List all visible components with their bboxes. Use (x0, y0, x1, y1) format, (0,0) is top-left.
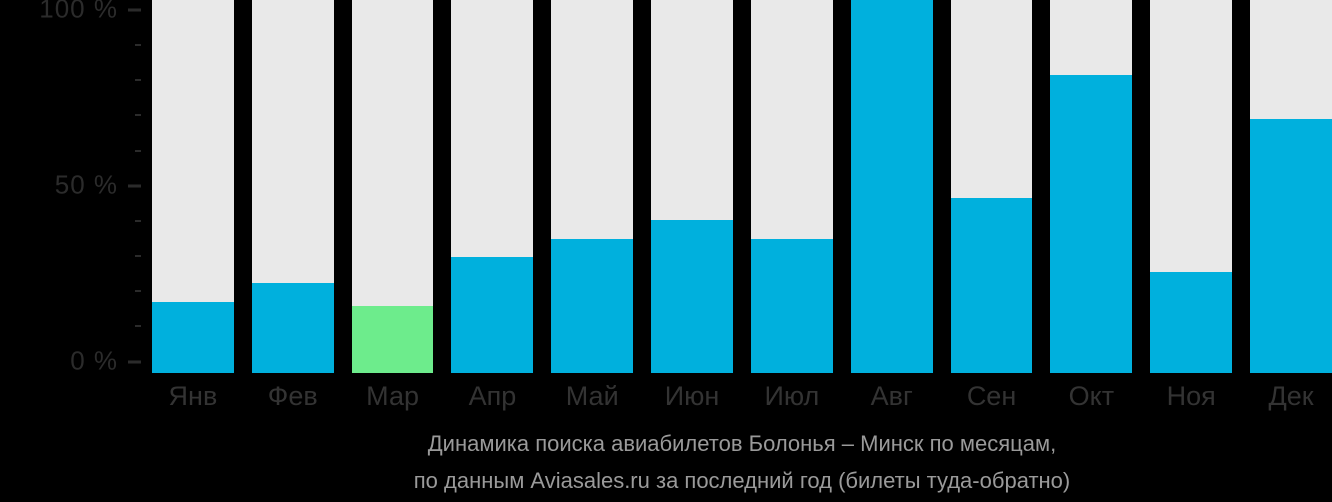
bar-apr[interactable] (451, 0, 534, 373)
bar-fill-apr (451, 257, 534, 373)
x-axis-label-may: Май (565, 381, 619, 411)
bar-feb[interactable] (251, 0, 334, 373)
bar-aug[interactable] (850, 0, 933, 373)
y-minor-tick-40 (135, 219, 141, 222)
y-minor-tick-10 (135, 325, 141, 328)
bar-fill-jan (152, 302, 234, 373)
bar-fill-jun (651, 220, 733, 373)
x-axis-label-dec: Дек (1268, 381, 1314, 411)
x-axis-label-feb: Фев (267, 381, 318, 411)
y-axis: 0 % 50 % 100 % (0, 0, 152, 375)
chart-subtitle: по данным Aviasales.ru за последний год … (413, 468, 1071, 493)
y-minor-tick-30 (135, 255, 141, 258)
x-axis-label-jan: Янв (168, 381, 218, 411)
x-axis-label-oct: Окт (1068, 381, 1115, 411)
bar-fill-nov (1150, 272, 1233, 373)
y-minor-tick-80 (135, 79, 141, 82)
x-axis-label-nov: Ноя (1166, 381, 1216, 411)
bar-fill-dec (1250, 119, 1332, 373)
y-minor-tick-60 (135, 149, 141, 152)
chart-caption: Динамика поиска авиабилетов Болонья – Ми… (152, 425, 1332, 499)
bar-dec[interactable] (1250, 0, 1332, 373)
bar-fill-jul (750, 238, 833, 373)
y-axis-label-100: 100 % (39, 0, 118, 24)
x-axis-label-mar: Мар (366, 381, 419, 411)
bar-jan[interactable] (152, 0, 234, 373)
y-major-tick-0 (128, 360, 141, 363)
bar-fill-mar (351, 305, 434, 373)
y-minor-tick-90 (135, 44, 141, 47)
x-axis: Янв Фев Мар Апр Май Июн Июл Авг Сен Окт Ноя Дек (152, 381, 1332, 413)
bar-fill-feb (251, 283, 334, 373)
x-axis-label-apr: Апр (468, 381, 517, 411)
bar-sep[interactable] (950, 0, 1033, 373)
y-major-tick-50 (128, 184, 141, 188)
bar-jul[interactable] (750, 0, 833, 373)
x-axis-label-sep: Сен (966, 381, 1017, 411)
bar-jun[interactable] (651, 0, 733, 373)
bar-fill-oct (1050, 74, 1133, 373)
y-major-tick-100 (128, 8, 141, 12)
bar-fill-sep (950, 197, 1033, 373)
x-axis-label-aug: Авг (870, 381, 913, 411)
chart-title: Динамика поиска авиабилетов Болонья – Ми… (427, 431, 1057, 456)
y-minor-tick-70 (135, 114, 141, 117)
plot-area (152, 0, 1332, 373)
bar-fill-may (551, 238, 634, 373)
bar-fill-aug (850, 0, 933, 373)
bar-may[interactable] (551, 0, 634, 373)
bar-mar[interactable] (351, 0, 434, 373)
y-axis-label-50: 50 % (54, 169, 118, 200)
x-axis-label-jul: Июл (764, 381, 820, 411)
y-axis-label-0: 0 % (70, 344, 118, 375)
bar-nov[interactable] (1150, 0, 1233, 373)
bar-oct[interactable] (1050, 0, 1133, 373)
x-axis-label-jun: Июн (664, 381, 720, 411)
y-minor-tick-20 (135, 290, 141, 293)
